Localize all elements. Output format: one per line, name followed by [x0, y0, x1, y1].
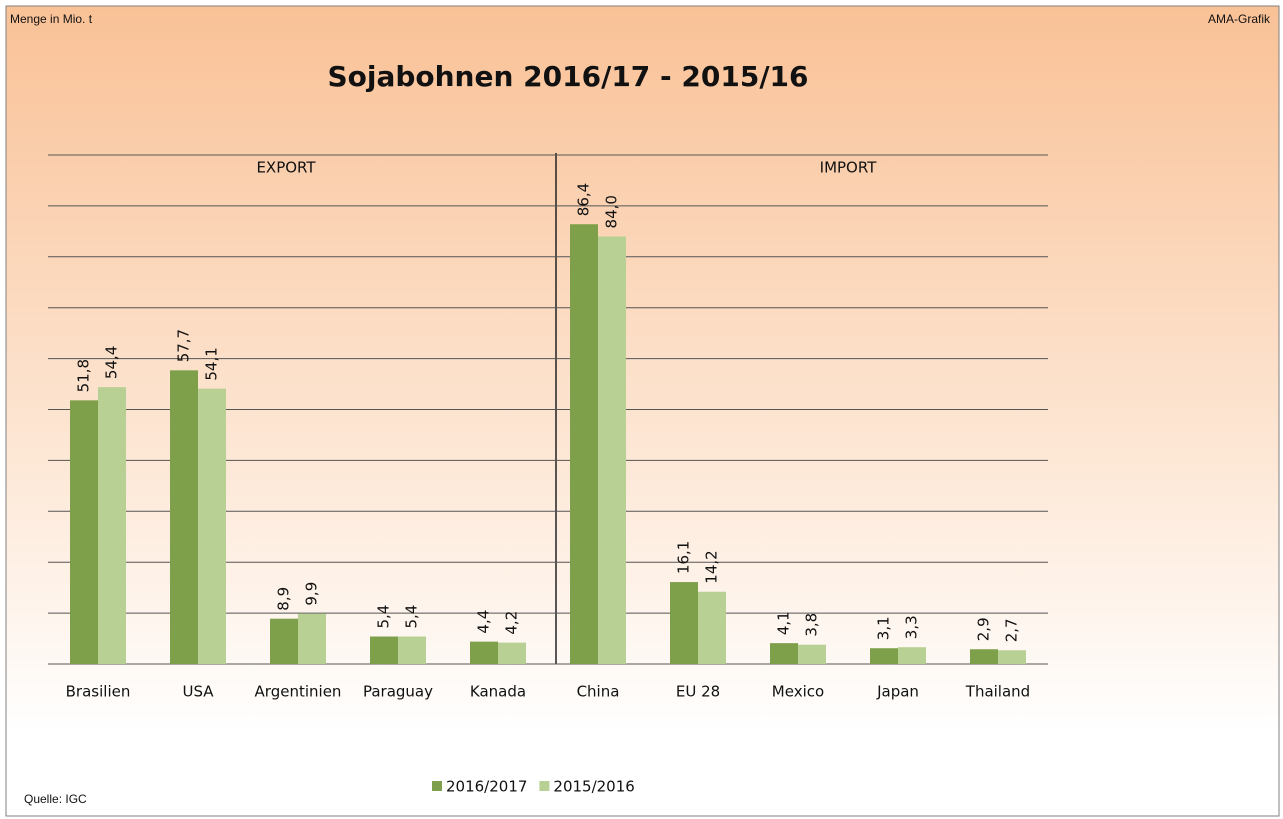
- value-label: 3,3: [903, 615, 921, 639]
- legend-swatch: [539, 781, 550, 791]
- legend-label: 2016/2017: [446, 778, 527, 796]
- value-label: 86,4: [575, 183, 593, 216]
- unit-label: Menge in Mio. t: [10, 12, 93, 26]
- legend-label: 2015/2016: [553, 778, 634, 796]
- x-tick-label: Paraguay: [363, 683, 433, 701]
- bar: [698, 591, 726, 664]
- source: Quelle: IGC: [24, 792, 87, 806]
- x-tick-label: Mexico: [772, 683, 824, 701]
- value-label: 5,4: [403, 605, 421, 629]
- value-label: 51,8: [75, 359, 93, 392]
- x-tick-label: EU 28: [676, 683, 720, 701]
- bar: [470, 641, 498, 664]
- bar: [270, 618, 298, 664]
- value-label: 5,4: [375, 605, 393, 629]
- bar: [70, 400, 98, 664]
- value-label: 4,2: [503, 611, 521, 635]
- value-label: 4,1: [775, 611, 793, 635]
- credit: AMA-Grafik: [1208, 12, 1271, 26]
- chart-title: Sojabohnen 2016/17 - 2015/16: [327, 60, 808, 93]
- bar: [598, 236, 626, 664]
- bar: [970, 649, 998, 664]
- bar: [670, 582, 698, 664]
- bar: [498, 642, 526, 664]
- bar: [798, 644, 826, 664]
- bar: [570, 224, 598, 664]
- value-label: 2,7: [1003, 618, 1021, 642]
- section-label: EXPORT: [256, 159, 316, 177]
- section-label: IMPORT: [820, 159, 878, 177]
- bar: [870, 648, 898, 664]
- bar: [398, 636, 426, 664]
- x-tick-label: China: [577, 683, 620, 701]
- value-label: 54,4: [103, 346, 121, 379]
- x-tick-label: USA: [182, 683, 214, 701]
- value-label: 14,2: [703, 550, 721, 583]
- value-label: 9,9: [303, 582, 321, 606]
- x-tick-label: Kanada: [470, 683, 526, 701]
- x-tick-label: Japan: [876, 683, 919, 701]
- bar: [198, 388, 226, 664]
- value-label: 4,4: [475, 610, 493, 634]
- bar: [898, 647, 926, 664]
- value-label: 54,1: [203, 347, 221, 380]
- value-label: 3,8: [803, 613, 821, 637]
- value-label: 3,1: [875, 616, 893, 640]
- legend-swatch: [432, 781, 442, 791]
- value-label: 57,7: [175, 329, 193, 362]
- value-label: 84,0: [603, 195, 621, 228]
- bar: [98, 387, 126, 664]
- x-tick-label: Thailand: [965, 683, 1030, 701]
- x-tick-label: Argentinien: [255, 683, 342, 701]
- value-label: 16,1: [675, 541, 693, 574]
- bar: [770, 643, 798, 664]
- bar: [998, 650, 1026, 664]
- bar: [370, 636, 398, 664]
- value-label: 8,9: [275, 587, 293, 611]
- x-tick-label: Brasilien: [66, 683, 131, 701]
- bar: [170, 370, 198, 664]
- bar: [298, 613, 326, 664]
- value-label: 2,9: [975, 617, 993, 641]
